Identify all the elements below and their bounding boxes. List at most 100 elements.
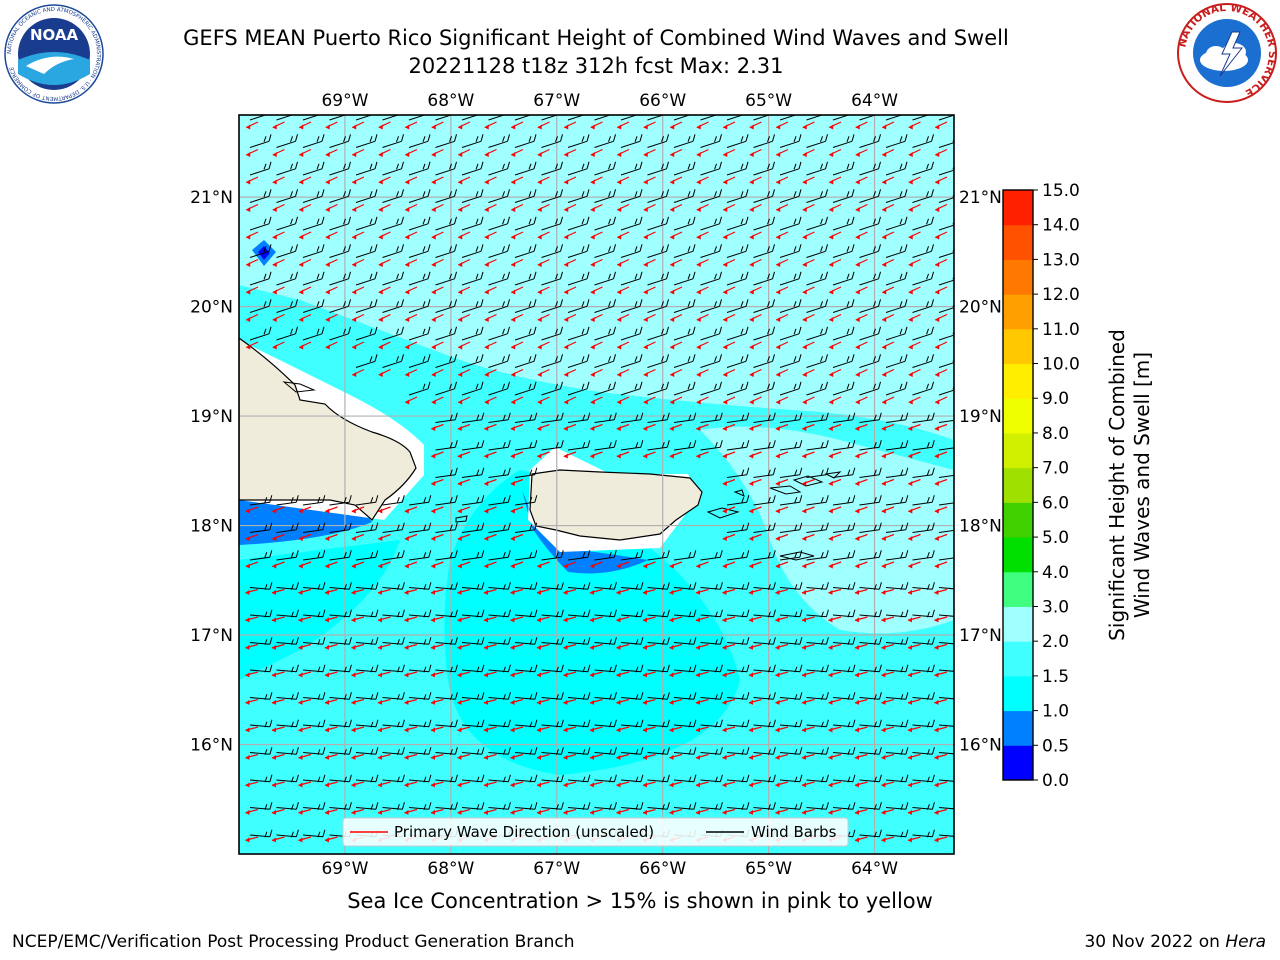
lat-label-right: 21°N — [959, 188, 1002, 208]
wind-barb — [461, 495, 485, 506]
wave-direction-arrow — [669, 203, 683, 212]
wave-direction-arrow — [457, 341, 471, 350]
wave-direction-arrow — [722, 313, 736, 322]
wave-direction-arrow — [484, 176, 497, 185]
wind-barb — [647, 189, 670, 203]
wind-barb — [779, 719, 803, 728]
wave-direction-arrow — [934, 808, 948, 815]
wave-direction-arrow — [510, 808, 524, 815]
wave-direction-arrow — [245, 616, 259, 623]
wind-barb — [700, 161, 723, 176]
wind-barb — [435, 522, 458, 533]
wind-barb — [249, 774, 273, 783]
wind-barb — [938, 697, 954, 700]
wind-barb — [594, 747, 617, 755]
wave-direction-arrow — [404, 368, 418, 377]
wind-barb — [249, 522, 273, 533]
wave-direction-arrow — [325, 561, 338, 569]
wave-direction-arrow — [749, 561, 762, 569]
wave-direction-arrow — [271, 671, 285, 678]
wind-barb — [541, 609, 564, 618]
wave-direction-arrow — [669, 286, 683, 295]
wind-barb — [806, 522, 829, 533]
wave-direction-arrow — [431, 313, 444, 322]
wave-direction-arrow — [404, 286, 418, 295]
colorbar-tick-label: 0.5 — [1042, 736, 1069, 756]
wave-direction-arrow — [589, 616, 603, 623]
wind-barb — [700, 326, 723, 341]
wave-direction-arrow — [748, 726, 762, 733]
wind-barb — [594, 774, 617, 783]
wind-barb — [832, 216, 855, 231]
footer-host: Hera — [1225, 932, 1266, 952]
wave-direction-arrow — [563, 148, 577, 157]
wave-direction-arrow — [643, 313, 656, 322]
wave-direction-arrow — [643, 451, 656, 459]
wave-direction-arrow — [775, 561, 789, 569]
wave-direction-arrow — [536, 781, 550, 788]
wind-barb — [912, 299, 935, 313]
wave-direction-arrow — [722, 341, 736, 350]
wind-barb — [488, 747, 511, 755]
wave-direction-arrow — [590, 258, 603, 267]
wind-barb — [726, 582, 750, 590]
colorbar-segment — [1003, 745, 1033, 781]
wind-barb — [885, 115, 904, 121]
wave-direction-arrow — [695, 616, 709, 623]
wave-direction-arrow — [828, 286, 842, 295]
wave-direction-arrow — [802, 396, 815, 405]
wave-direction-arrow — [775, 313, 789, 322]
wave-direction-arrow — [325, 148, 338, 157]
wave-direction-arrow — [854, 753, 868, 760]
wind-barb — [408, 299, 431, 313]
wind-barb — [567, 774, 591, 783]
wave-direction-arrow — [537, 203, 550, 212]
wave-direction-arrow — [590, 203, 603, 212]
wind-barb — [488, 216, 511, 231]
wave-direction-arrow — [431, 396, 444, 405]
wave-direction-arrow — [695, 781, 709, 788]
wave-direction-arrow — [325, 258, 338, 267]
wave-direction-arrow — [802, 478, 815, 486]
wind-barb — [779, 244, 802, 258]
wind-barb — [673, 134, 696, 148]
wind-barb — [673, 719, 697, 728]
wind-barb — [435, 326, 458, 341]
wind-barb — [620, 115, 639, 121]
wind-barb — [567, 637, 591, 645]
wave-direction-arrow — [722, 616, 736, 623]
wind-barb — [673, 692, 697, 700]
wind-barb — [541, 664, 564, 673]
wind-barb — [276, 161, 299, 176]
wind-barb — [673, 299, 696, 313]
wave-direction-arrow — [802, 231, 815, 240]
wave-direction-arrow — [272, 176, 285, 185]
wind-barb — [435, 609, 458, 618]
wave-direction-arrow — [616, 148, 630, 157]
wind-barb — [753, 189, 776, 203]
wind-barb — [408, 189, 431, 203]
wind-barb — [382, 299, 405, 313]
wind-barb — [355, 244, 378, 258]
wave-direction-arrow — [404, 341, 418, 350]
wind-barb — [249, 495, 273, 506]
wind-barb — [832, 582, 856, 590]
wave-direction-arrow — [828, 533, 842, 541]
wave-direction-arrow — [908, 231, 921, 240]
colorbar-segment — [1003, 571, 1033, 607]
wind-barb — [355, 271, 378, 286]
wave-direction-arrow — [431, 533, 444, 541]
wave-direction-arrow — [696, 231, 709, 240]
wave-direction-arrow — [245, 286, 259, 295]
wind-barb — [779, 664, 803, 673]
wind-barb — [355, 299, 378, 313]
wave-direction-arrow — [775, 726, 789, 733]
wave-direction-arrow — [272, 313, 285, 322]
wind-barb — [673, 802, 697, 810]
wind-barb — [567, 664, 591, 673]
wave-direction-arrow — [404, 148, 418, 157]
wave-direction-arrow — [536, 643, 550, 650]
wind-barb — [302, 692, 326, 700]
wave-direction-arrow — [907, 671, 921, 678]
wave-direction-arrow — [749, 423, 762, 431]
